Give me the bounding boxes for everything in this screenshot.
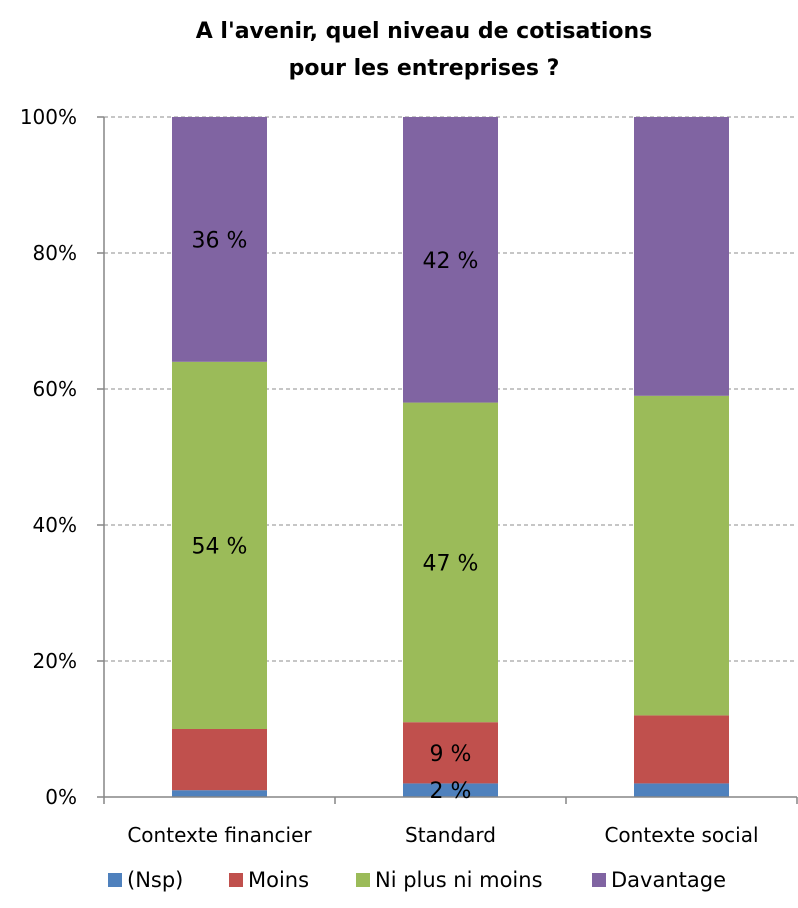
bar-segment [634, 117, 729, 396]
legend-label: Moins [248, 868, 309, 892]
x-tick-label: Standard [405, 823, 496, 847]
y-tick-label: 100% [20, 105, 77, 129]
bar-segment [403, 117, 498, 403]
bars [172, 117, 729, 797]
data-label: 36 % [192, 228, 248, 253]
y-tick-label: 0% [45, 785, 77, 809]
bar-segment [403, 783, 498, 797]
chart-title-line-1: A l'avenir, quel niveau de cotisations [196, 19, 652, 44]
bar-segment [172, 790, 267, 797]
chart-title-line-2: pour les entreprises ? [289, 56, 560, 81]
bar-segment [172, 117, 267, 362]
legend-label: Ni plus ni moins [375, 868, 543, 892]
data-label: 47 % [423, 551, 479, 576]
legend-swatch [229, 873, 243, 887]
y-tick-label: 40% [33, 513, 77, 537]
bar-segment [634, 395, 729, 716]
data-labels: 54 % 36 % 2 % 9 % 47 % 42 % [192, 228, 479, 804]
bar-segment [403, 722, 498, 784]
bar-segment [172, 361, 267, 729]
y-tick-label: 80% [33, 241, 77, 265]
legend-label: (Nsp) [127, 868, 183, 892]
legend-swatch [592, 873, 606, 887]
x-tick-label: Contexte financier [127, 823, 312, 847]
chart-title: A l'avenir, quel niveau de cotisations p… [196, 19, 652, 81]
y-tick-label: 20% [33, 649, 77, 673]
x-tick-label: Contexte social [604, 823, 758, 847]
data-label: 54 % [192, 534, 248, 559]
data-label: 2 % [430, 779, 472, 804]
legend-swatch [356, 873, 370, 887]
y-tick-label: 60% [33, 377, 77, 401]
legend-label: Davantage [611, 868, 726, 892]
legend-swatch [108, 873, 122, 887]
bar-segment [634, 715, 729, 784]
data-label: 9 % [430, 742, 472, 767]
data-label: 42 % [423, 249, 479, 274]
legend: (Nsp) Moins Ni plus ni moins Davantage [108, 868, 726, 892]
bar-segment [172, 729, 267, 791]
axes: 0% 20% 40% 60% 80% 100% Contexte financier Stan… [20, 105, 798, 847]
bar-segment [634, 783, 729, 797]
bar-segment [403, 402, 498, 723]
